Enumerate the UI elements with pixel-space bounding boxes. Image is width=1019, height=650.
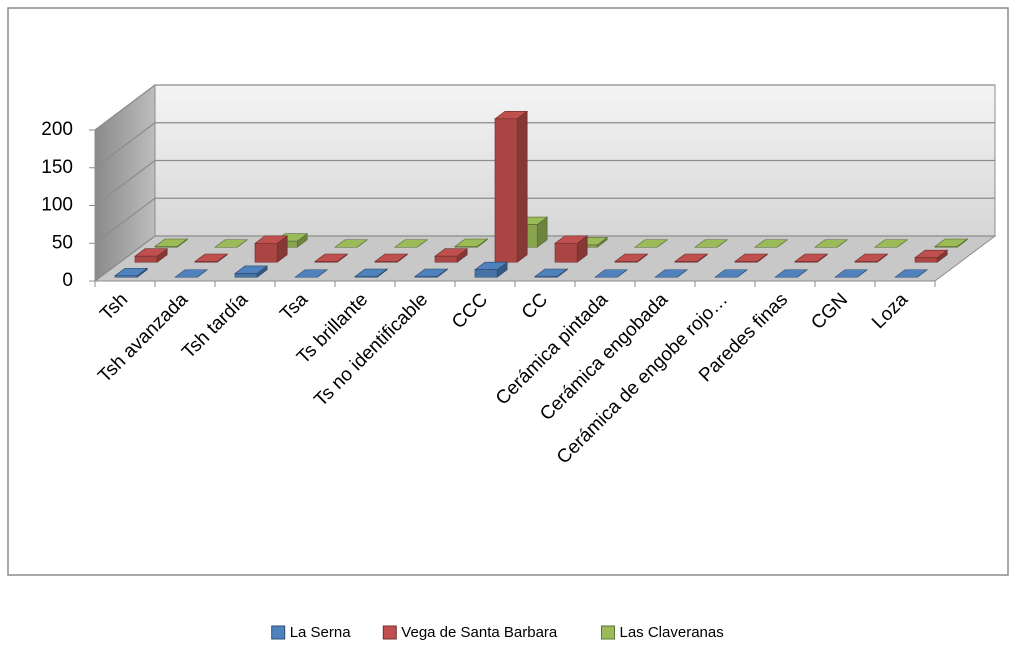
bar-front (934, 246, 958, 248)
bar (474, 261, 509, 278)
grid-line (94, 84, 995, 131)
bar (854, 253, 889, 263)
grid-line (94, 159, 995, 206)
bar (874, 239, 909, 248)
bar (214, 239, 249, 248)
bar (914, 249, 949, 263)
bar (794, 253, 829, 263)
bar (814, 239, 849, 248)
grid-line (94, 197, 995, 244)
bar-front (494, 118, 518, 263)
bar-front (434, 255, 458, 263)
bar (334, 239, 369, 248)
bar-front (354, 276, 378, 278)
bar-front (114, 275, 138, 278)
bar (734, 253, 769, 263)
bar (174, 269, 209, 278)
bar (434, 248, 469, 263)
bar (834, 269, 869, 278)
y-tick-label: 50 (52, 232, 73, 253)
y-tick-label: 150 (41, 157, 73, 178)
bar (194, 253, 229, 263)
bar (894, 269, 929, 278)
bar-front (254, 243, 278, 263)
bar-front (414, 276, 438, 278)
bar-front (674, 261, 698, 263)
legend-swatch (601, 625, 615, 640)
bar (634, 239, 669, 248)
bar (454, 238, 489, 248)
bar-front (554, 243, 578, 263)
legend-swatch (271, 625, 286, 640)
bar (154, 238, 189, 248)
bar (354, 268, 389, 278)
bar-front (194, 261, 218, 263)
y-tick-label: 0 (62, 270, 73, 291)
bar-front (374, 261, 398, 263)
bar (614, 253, 649, 263)
bar-front (614, 261, 638, 263)
bar (414, 268, 449, 278)
legend-label: Vega de Santa Barbara (401, 624, 558, 641)
bar (654, 269, 689, 278)
bar (754, 239, 789, 248)
bar (254, 235, 289, 263)
bar-front (314, 261, 338, 263)
bar-front (134, 255, 158, 263)
bar-front (474, 269, 498, 278)
grid-line (94, 122, 995, 169)
bar (314, 253, 349, 263)
bar-front (454, 246, 478, 248)
bar-front (854, 261, 878, 263)
bar-front (234, 273, 258, 278)
bar-front (914, 257, 938, 263)
bar-front (794, 261, 818, 263)
y-tick-label: 100 (41, 195, 73, 216)
bar (934, 238, 969, 248)
bar (234, 265, 269, 278)
bar (494, 110, 529, 263)
bar (114, 267, 149, 278)
bar (594, 269, 629, 278)
bar (714, 269, 749, 278)
bar-side (516, 110, 528, 263)
legend-label: La Serna (290, 624, 352, 641)
bar-front (734, 261, 758, 263)
bar (534, 268, 569, 278)
bar (694, 239, 729, 248)
legend-swatch (382, 625, 397, 640)
bar (554, 235, 589, 263)
bar (374, 253, 409, 263)
bar-front (534, 276, 558, 278)
bar (394, 239, 429, 248)
bar (294, 269, 329, 278)
bar-front (154, 246, 178, 248)
bar (134, 248, 169, 263)
y-tick-label: 200 (41, 119, 73, 140)
grid-line (94, 235, 995, 282)
bar (674, 253, 709, 263)
bar (774, 269, 809, 278)
legend-label: Las Claveranas (620, 624, 724, 641)
